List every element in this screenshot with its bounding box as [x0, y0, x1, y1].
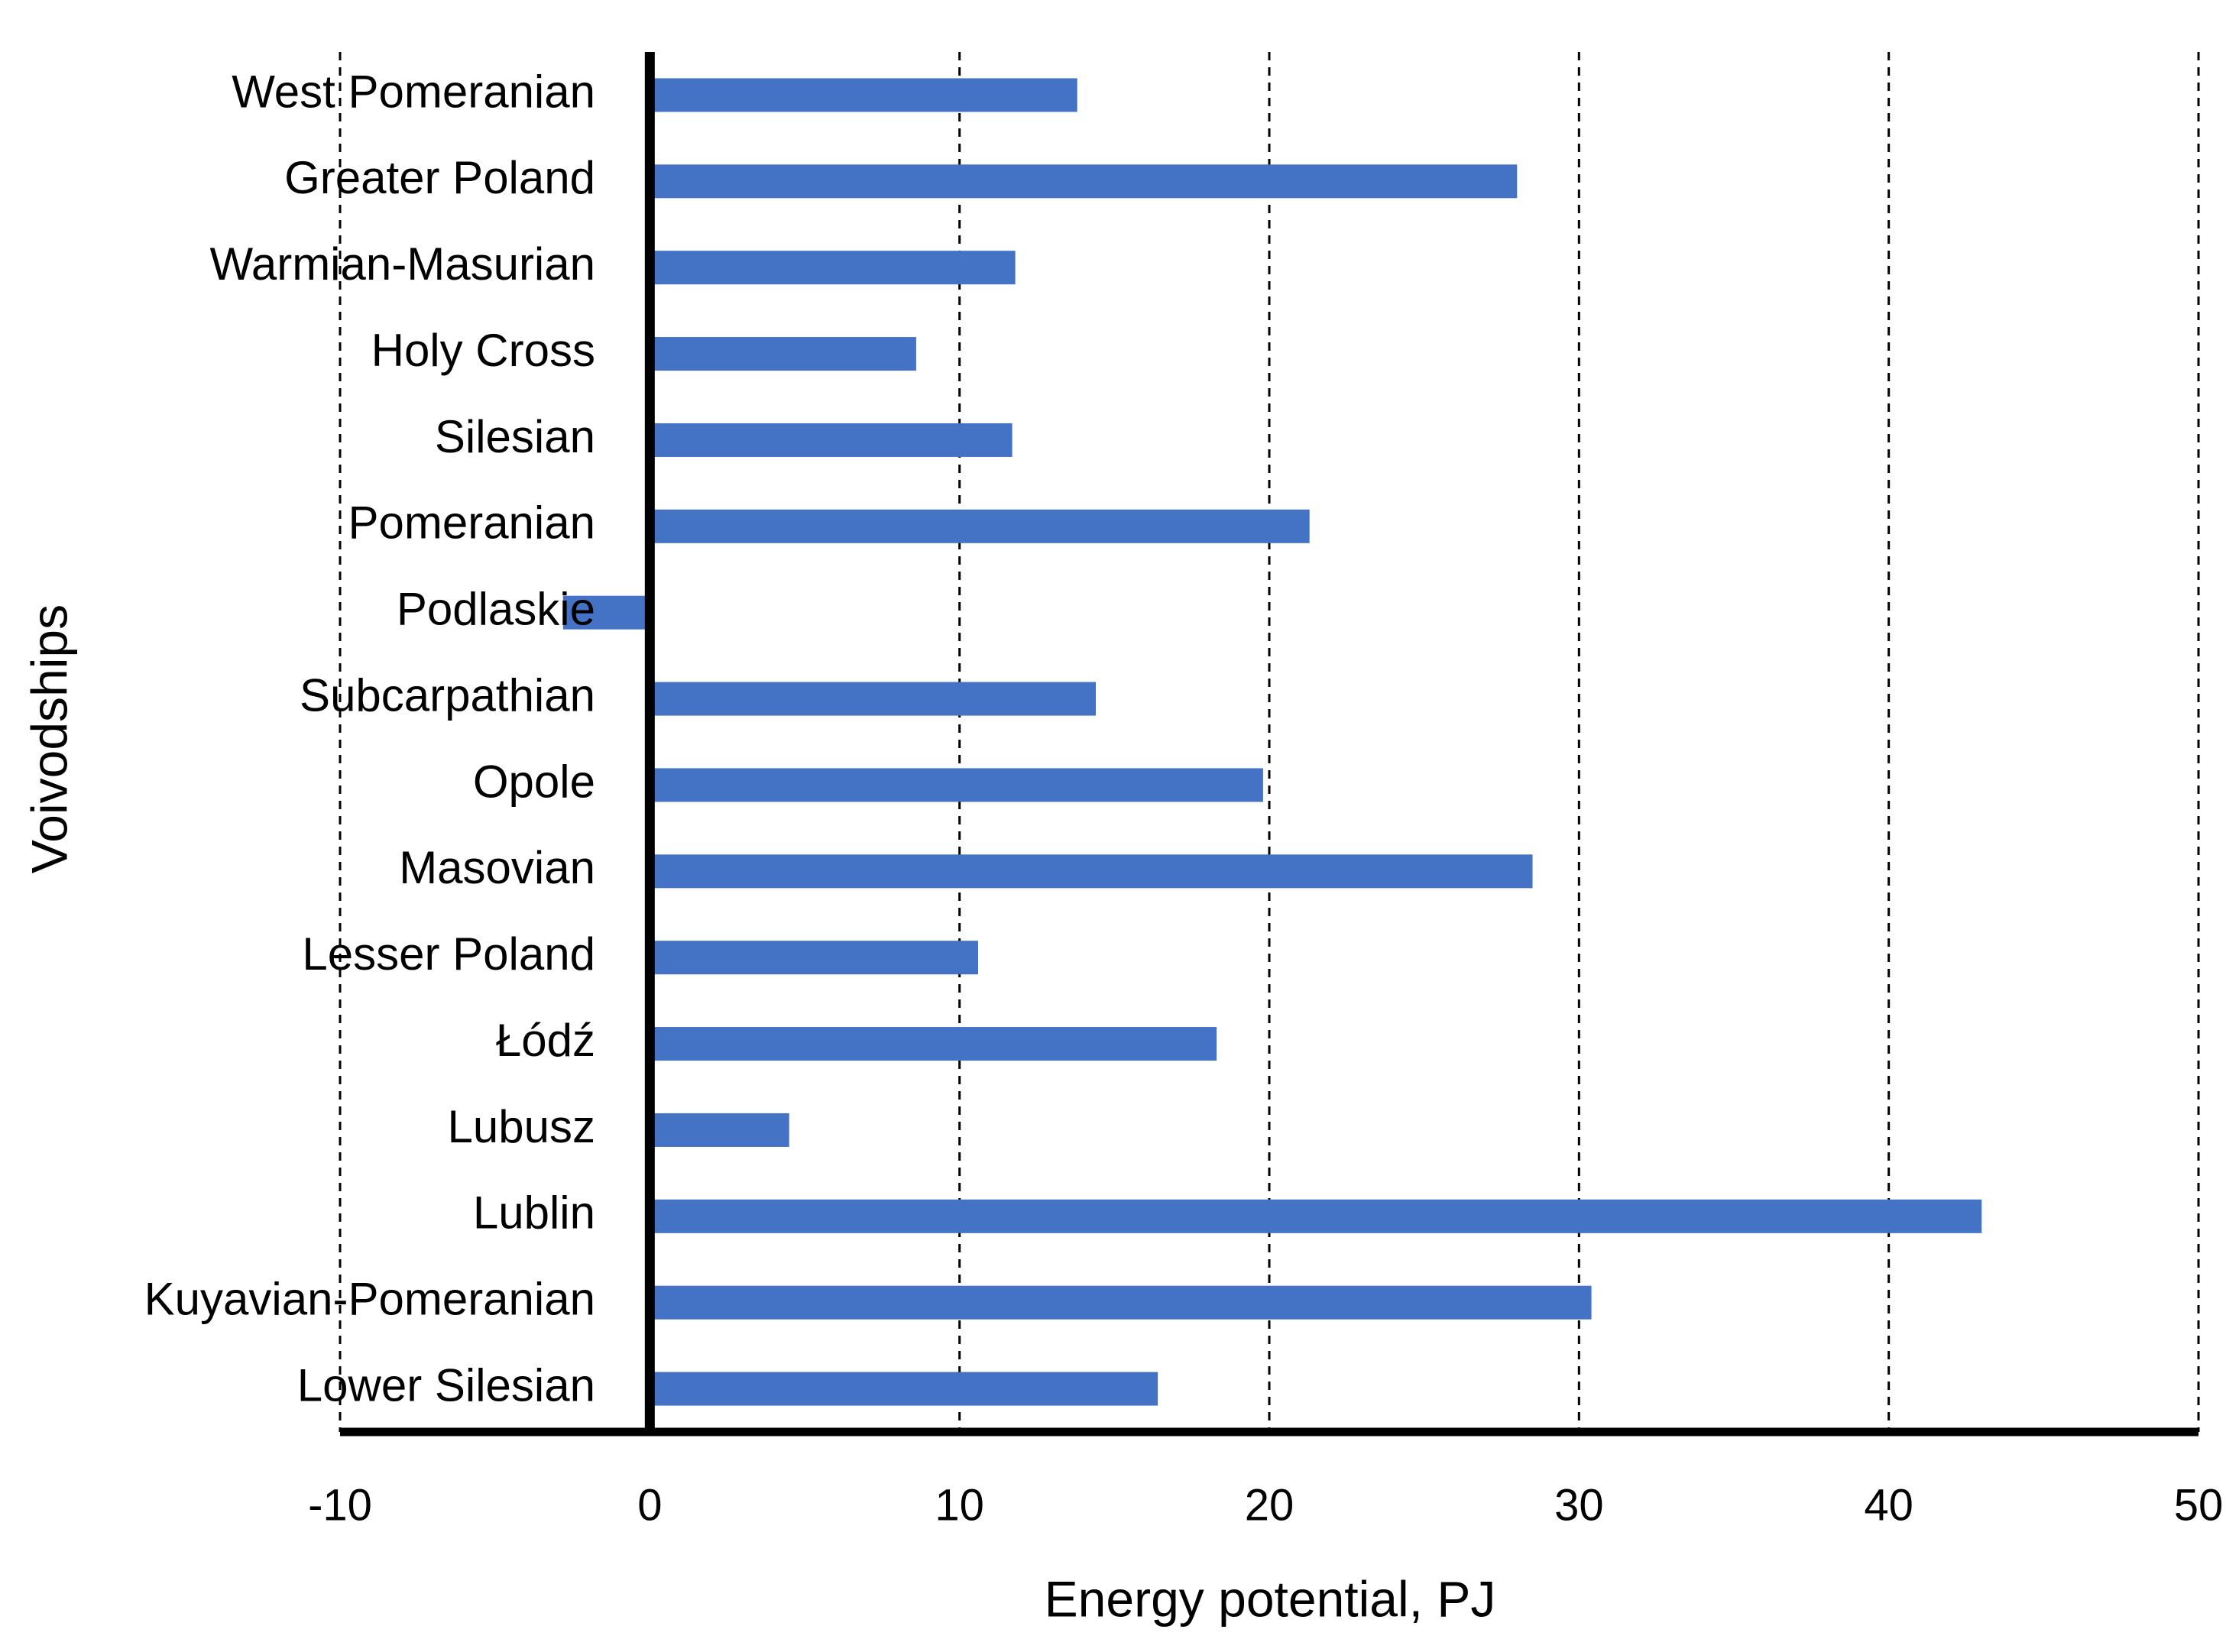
- x-tick-label: 0: [637, 1480, 662, 1530]
- y-tick-label: Greater Poland: [284, 152, 595, 203]
- y-tick-label: West Pomeranian: [232, 66, 595, 117]
- y-tick-label: Łódź: [496, 1015, 595, 1066]
- bar: [650, 1027, 1217, 1061]
- y-tick-label: Opole: [473, 756, 595, 807]
- y-tick-label: Masovian: [399, 842, 595, 893]
- x-tick-label: 30: [1554, 1480, 1604, 1530]
- bar: [650, 423, 1013, 457]
- x-tick-label: 10: [935, 1480, 984, 1530]
- y-tick-label: Holy Cross: [371, 325, 595, 376]
- y-tick-label: Lower Silesian: [297, 1359, 595, 1411]
- y-tick-label: Subcarpathian: [300, 669, 595, 721]
- x-tick-label: 40: [1864, 1480, 1913, 1530]
- x-tick-label: -10: [308, 1480, 372, 1530]
- y-tick-label: Warmian-Masurian: [209, 238, 595, 290]
- bar: [650, 768, 1263, 802]
- bar: [650, 251, 1016, 285]
- y-tick-label: Kuyavian-Pomeranian: [144, 1274, 595, 1325]
- bar: [650, 337, 916, 371]
- bar: [650, 1199, 1982, 1233]
- bar: [650, 854, 1533, 889]
- bar: [562, 595, 650, 630]
- bar: [650, 164, 1518, 199]
- y-tick-label: Silesian: [435, 411, 595, 462]
- bar: [650, 509, 1310, 543]
- y-tick-label: Pomeranian: [348, 497, 595, 549]
- bar: [650, 1372, 1158, 1406]
- x-axis-title: Energy potential, PJ: [1045, 1570, 1496, 1627]
- y-tick-label: Lubusz: [448, 1101, 595, 1152]
- y-axis-title: Voivodships: [21, 604, 77, 873]
- y-tick-label: Lesser Poland: [302, 928, 595, 980]
- bar: [650, 1113, 789, 1147]
- y-tick-label: Lublin: [473, 1187, 595, 1239]
- bar: [650, 78, 1077, 112]
- x-tick-label: 50: [2174, 1480, 2224, 1530]
- bar: [650, 682, 1097, 716]
- y-tick-label: Podlaskie: [397, 584, 595, 635]
- bar: [650, 1285, 1592, 1320]
- x-tick-label: 20: [1245, 1480, 1294, 1530]
- bar: [650, 941, 978, 975]
